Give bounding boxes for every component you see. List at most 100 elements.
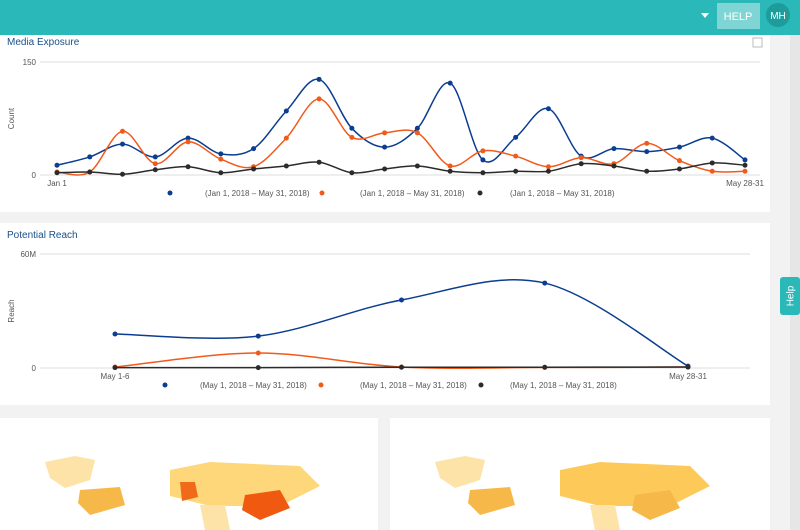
data-point	[382, 130, 388, 136]
data-point	[316, 159, 322, 165]
user-avatar[interactable]	[766, 3, 790, 27]
region	[468, 487, 515, 515]
legend-label: (May 1, 2018 – May 31, 2018)	[200, 381, 307, 390]
data-point	[120, 141, 126, 147]
data-point	[513, 134, 519, 140]
region	[45, 456, 95, 488]
data-point	[447, 168, 453, 174]
data-point	[283, 108, 289, 114]
data-point	[685, 364, 691, 370]
card	[0, 35, 770, 212]
data-point	[644, 149, 650, 155]
legend-swatch	[318, 382, 324, 388]
data-point	[255, 365, 261, 371]
data-point	[54, 162, 60, 168]
data-point	[480, 148, 486, 154]
region	[590, 505, 620, 530]
data-point	[382, 166, 388, 172]
x-tick-label: Jan 1	[47, 179, 67, 188]
data-point	[349, 170, 355, 176]
region	[435, 456, 485, 488]
data-point	[542, 364, 548, 370]
data-point	[87, 169, 93, 175]
x-tick-label: May 28-31	[726, 179, 764, 188]
data-point	[349, 134, 355, 140]
region	[242, 490, 290, 520]
data-point	[611, 163, 617, 169]
series-line	[56, 98, 746, 176]
top-bar	[0, 0, 800, 35]
y-tick-label: 60M	[20, 250, 36, 259]
region	[632, 490, 680, 520]
data-point	[709, 160, 715, 166]
data-point	[742, 162, 748, 168]
chart-title: Potential Reach	[7, 230, 78, 241]
data-point	[399, 297, 404, 303]
legend-label: (Jan 1, 2018 – May 31, 2018)	[360, 189, 465, 198]
dropdown-arrow[interactable]	[701, 13, 709, 18]
y-tick-label: 150	[23, 58, 37, 67]
series-line	[56, 78, 746, 166]
data-point	[251, 146, 257, 152]
legend-swatch	[162, 382, 168, 388]
data-point	[513, 153, 519, 159]
data-point	[414, 125, 420, 131]
data-point	[152, 167, 158, 173]
data-point	[480, 170, 486, 176]
data-point	[676, 158, 682, 164]
data-point	[255, 350, 261, 356]
legend-swatch	[167, 190, 173, 196]
data-point	[185, 164, 191, 170]
region	[200, 505, 230, 530]
data-point	[283, 163, 289, 169]
y-tick-label: 0	[32, 171, 37, 180]
data-point	[578, 155, 584, 161]
data-point	[611, 146, 617, 152]
data-point	[283, 135, 289, 141]
data-point	[349, 125, 355, 131]
data-point	[87, 154, 93, 160]
legend-swatch	[477, 190, 483, 196]
data-point	[644, 140, 650, 146]
data-point	[480, 157, 486, 163]
y-axis-label: Reach	[7, 299, 16, 322]
data-point	[152, 154, 158, 160]
data-point	[218, 156, 224, 162]
data-point	[185, 135, 191, 141]
data-point	[382, 144, 388, 150]
data-point	[676, 166, 682, 172]
y-axis-label: Count	[7, 107, 16, 129]
chart-title: Media Exposure	[7, 37, 80, 48]
data-point	[316, 96, 322, 102]
legend-swatch	[478, 382, 484, 388]
data-point	[709, 135, 715, 141]
help-button[interactable]	[717, 3, 760, 29]
data-point	[251, 166, 257, 172]
help-tab[interactable]	[780, 277, 800, 315]
user-initials: MH	[770, 11, 786, 22]
data-point	[709, 168, 715, 174]
legend-swatch	[319, 190, 325, 196]
x-tick-label: May 1-6	[101, 372, 130, 381]
world-map	[45, 456, 710, 530]
data-point	[112, 331, 118, 337]
data-point	[399, 364, 404, 370]
data-point	[545, 164, 551, 170]
data-point	[54, 170, 60, 176]
legend-label: (May 1, 2018 – May 31, 2018)	[510, 381, 617, 390]
legend-label: (Jan 1, 2018 – May 31, 2018)	[205, 189, 310, 198]
y-tick-label: 0	[32, 364, 37, 373]
data-point	[120, 128, 126, 134]
card	[0, 223, 770, 405]
data-point	[513, 168, 519, 174]
series-line	[56, 161, 746, 176]
help-tab-label: Help	[786, 285, 797, 306]
data-point	[414, 163, 420, 169]
data-point	[112, 365, 118, 371]
legend-label: (Jan 1, 2018 – May 31, 2018)	[510, 189, 615, 198]
export-icon[interactable]	[752, 37, 763, 48]
legend-label: (May 1, 2018 – May 31, 2018)	[360, 381, 467, 390]
data-point	[152, 161, 158, 167]
